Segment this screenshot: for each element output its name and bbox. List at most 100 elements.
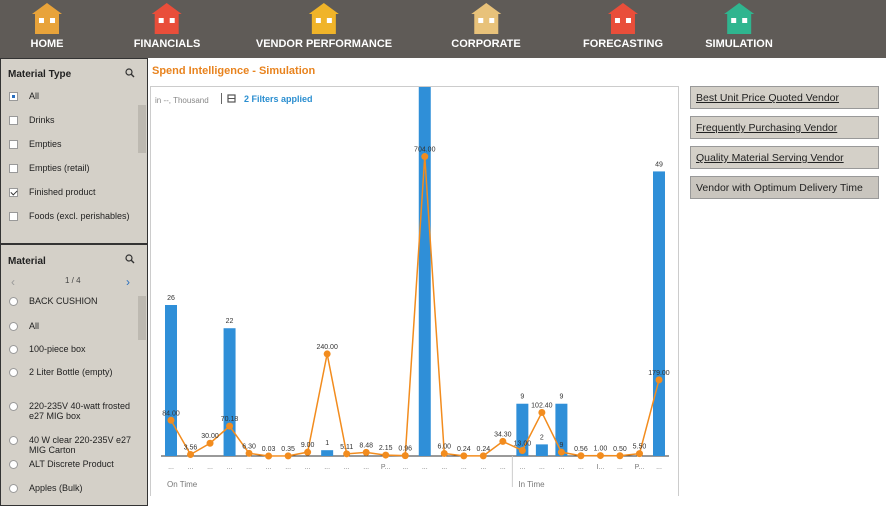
x-tick-label: ... <box>500 464 506 471</box>
material-filter: Material ‹ 1 / 4 › All 100-piece box 2 Lit… <box>0 244 148 506</box>
nav-icon <box>308 3 339 34</box>
filters-applied[interactable]: 2 Filters applied <box>244 94 313 104</box>
line-label: 5.11 <box>340 444 353 451</box>
bar <box>418 87 431 456</box>
checkbox[interactable] <box>9 436 18 445</box>
checkbox[interactable] <box>9 116 18 125</box>
filter-item[interactable]: All <box>9 91 137 101</box>
filter-item[interactable]: All <box>9 321 137 331</box>
scrollbar[interactable] <box>138 296 146 340</box>
filter-item[interactable]: Foods (excl. perishables) <box>9 211 137 221</box>
filter-sidebar: Material Type All Drinks Empties Empties (r… <box>0 58 148 506</box>
material-type-filter: Material Type All Drinks Empties Empties (r… <box>0 58 148 244</box>
item-label: 40 W clear 220-235V e27 MIG Carton <box>29 435 132 455</box>
filter-item[interactable]: 100-piece box <box>9 344 137 354</box>
line-label: 102.40 <box>531 402 553 409</box>
filter-title: Material Type <box>8 69 72 80</box>
line-label: 34.30 <box>494 431 512 438</box>
nav-item[interactable]: FORECASTING <box>583 0 663 58</box>
x-tick-label: ... <box>227 464 233 471</box>
nav-icon <box>471 3 501 34</box>
checkbox[interactable] <box>9 402 18 411</box>
line-label: 0.35 <box>281 446 295 453</box>
line-label: 240.00 <box>316 344 338 351</box>
line-label: 0.96 <box>398 446 412 453</box>
nav-item[interactable]: VENDOR PERFORMANCE <box>256 0 392 58</box>
x-tick-label: ... <box>402 464 408 471</box>
nav-label: VENDOR PERFORMANCE <box>255 38 393 50</box>
x-tick-label: ... <box>305 464 311 471</box>
x-tick-label: ... <box>461 464 467 471</box>
filter-item[interactable]: ALT Discrete Product <box>9 459 137 469</box>
next-page[interactable]: › <box>126 275 130 289</box>
checkbox[interactable] <box>9 297 18 306</box>
nav-item[interactable]: HOME <box>29 0 65 58</box>
nav-item[interactable]: FINANCIALS <box>133 0 201 58</box>
search-icon[interactable] <box>125 68 135 78</box>
bar-label: 26 <box>167 295 175 302</box>
nav-item[interactable]: CORPORATE <box>451 0 521 58</box>
filter-item[interactable]: 2 Liter Bottle (empty) <box>9 367 137 377</box>
x-tick-label: ... <box>617 464 623 471</box>
line-label: 0.03 <box>262 446 276 453</box>
line-label: 0.24 <box>457 446 471 453</box>
prev-page[interactable]: ‹ <box>11 275 15 289</box>
line-point <box>265 452 273 460</box>
line-label: 1.00 <box>594 446 608 453</box>
filter-item[interactable]: Drinks <box>9 115 137 125</box>
chart: ................................. P......… <box>161 87 670 489</box>
x-tick-label: ... <box>363 464 369 471</box>
checkbox[interactable] <box>9 368 18 377</box>
x-tick-label: ... <box>344 464 350 471</box>
filter-item[interactable]: Apples (Bulk) <box>9 483 137 493</box>
x-tick-label: ... <box>285 464 291 471</box>
line-label: 6.00 <box>437 443 451 450</box>
x-tick-label: P... <box>635 464 645 471</box>
filter-item[interactable]: Empties (retail) <box>9 163 137 173</box>
item-label: All <box>29 321 40 331</box>
line-label: 179.00 <box>648 370 670 377</box>
bar <box>653 171 665 456</box>
line-point <box>440 449 448 457</box>
filter-item[interactable]: 220-235V 40-watt frosted e27 MIG box <box>9 401 137 421</box>
line-label: 84.00 <box>162 410 180 417</box>
x-tick-label: ... <box>480 464 486 471</box>
line-point <box>187 450 195 458</box>
line-label: 5.50 <box>633 444 647 451</box>
line-point <box>206 439 214 447</box>
line <box>170 156 660 457</box>
filter-item[interactable]: 40 W clear 220-235V e27 MIG Carton <box>9 435 137 455</box>
vendor-button[interactable]: Quality Material Serving Vendor <box>690 146 879 169</box>
line-point <box>421 153 429 161</box>
checkbox[interactable] <box>9 460 18 469</box>
checkbox[interactable] <box>9 140 18 149</box>
filter-item[interactable]: BACK CUSHION <box>9 296 137 306</box>
item-label: 220-235V 40-watt frosted e27 MIG box <box>29 401 131 421</box>
checkbox[interactable] <box>9 92 18 101</box>
checkbox[interactable] <box>9 164 18 173</box>
vendor-button[interactable]: Frequently Purchasing Vendor <box>690 116 879 139</box>
filter-icon[interactable] <box>227 94 236 103</box>
nav-label: FINANCIALS <box>133 38 201 50</box>
nav-label: FORECASTING <box>582 38 664 50</box>
checkbox[interactable] <box>9 484 18 493</box>
nav-icon <box>724 3 754 34</box>
filter-item[interactable]: Finished product <box>9 187 137 197</box>
filter-item[interactable]: Empties <box>9 139 137 149</box>
checkbox[interactable] <box>9 188 18 197</box>
vendor-button[interactable]: Best Unit Price Quoted Vendor <box>690 86 879 109</box>
x-tick-label: ... <box>266 464 272 471</box>
checkbox[interactable] <box>9 212 18 221</box>
x-tick-label: ... <box>578 464 584 471</box>
checkbox[interactable] <box>9 345 18 354</box>
nav-item[interactable]: SIMULATION <box>705 0 773 58</box>
search-icon[interactable] <box>125 254 135 264</box>
vendor-button[interactable]: Vendor with Optimum Delivery Time <box>690 176 879 199</box>
checkbox[interactable] <box>9 322 18 331</box>
bar <box>321 450 334 456</box>
chart-panel: in --, Thousand 2 Filters applied ......… <box>150 86 679 496</box>
bar-label: 49 <box>655 161 663 168</box>
page-title: Spend Intelligence - Simulation <box>152 65 316 77</box>
item-label: Foods (excl. perishables) <box>29 211 130 221</box>
scrollbar[interactable] <box>138 105 146 153</box>
